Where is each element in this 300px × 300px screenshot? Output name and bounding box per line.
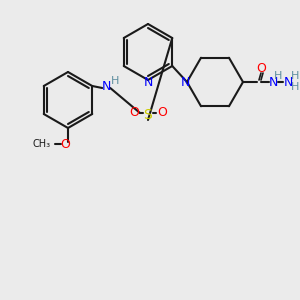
Text: N: N — [268, 76, 278, 88]
Text: O: O — [256, 61, 266, 74]
Text: O: O — [60, 137, 70, 151]
Text: N: N — [180, 76, 190, 88]
Text: O: O — [157, 106, 167, 119]
Text: H: H — [291, 71, 299, 81]
Text: O: O — [129, 106, 139, 119]
Text: CH₃: CH₃ — [33, 139, 51, 149]
Text: N: N — [102, 80, 111, 92]
Text: N: N — [283, 76, 293, 88]
Text: H: H — [274, 71, 282, 81]
Text: H: H — [111, 76, 119, 86]
Text: H: H — [291, 82, 299, 92]
Text: S: S — [144, 108, 152, 122]
Text: N: N — [143, 76, 153, 88]
